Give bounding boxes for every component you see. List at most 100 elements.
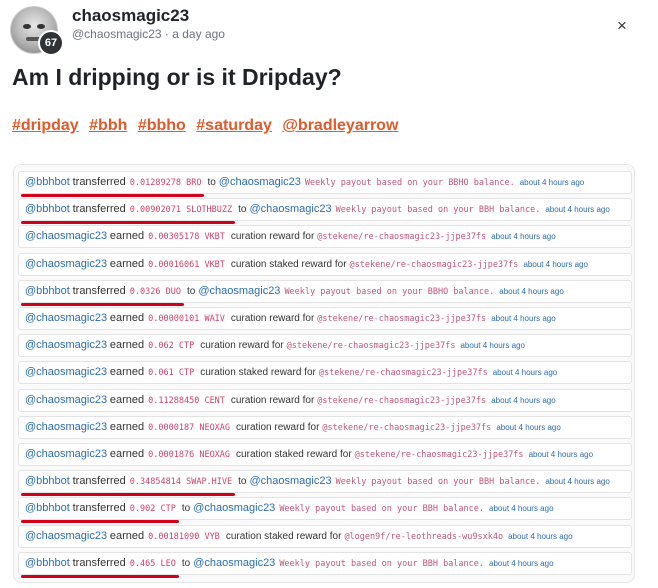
permlink[interactable]: @stekene/re-chaosmagic23-jjpe37fs [349, 259, 519, 270]
tag-link[interactable]: #dripday [12, 117, 79, 134]
transfer-history-panel: @bbhbot transferred 0.01289278 BRO to @chao… [13, 164, 635, 583]
reputation-badge: 67 [38, 30, 64, 56]
post-title: Am I dripping or is it Dripday? [12, 64, 342, 90]
author-username[interactable]: chaosmagic23 [72, 6, 190, 25]
action-verb: transferred [72, 284, 126, 297]
action-verb: earned [109, 393, 145, 406]
amount: 0.34854814 SWAP.HIVE [129, 477, 233, 488]
highlight-underline [21, 221, 236, 225]
post-meta: @chaosmagic23 · a day ago [72, 27, 225, 41]
reward-type: curation reward for [230, 313, 315, 324]
highlight-underline [21, 520, 179, 524]
author-handle[interactable]: @chaosmagic23 [72, 27, 162, 41]
account-link[interactable]: @bbhbot [25, 284, 70, 297]
permlink[interactable]: @stekene/re-chaosmagic23-jjpe37fs [318, 368, 488, 379]
timestamp: about 4 hours ago [519, 178, 585, 187]
transfer-row: @bbhbot transferred 0.34854814 SWAP.HIVE t… [18, 470, 632, 494]
transfer-row: @chaosmagic23 earned 0.062 CTP curation re… [18, 334, 632, 358]
reward-type: curation reward for [236, 421, 320, 433]
reward-type: curation staked reward for [236, 449, 352, 460]
transfer-row: @chaosmagic23 earned 0.00000101 WAIV curat… [18, 307, 632, 330]
account-link[interactable]: @chaosmagic23 [25, 393, 108, 406]
recipient-link[interactable]: @chaosmagic23 [218, 176, 301, 188]
timestamp: about 4 hours ago [491, 232, 556, 242]
timestamp: about 4 hours ago [508, 531, 573, 541]
permlink[interactable]: @stekene/re-chaosmagic23-jjpe37fs [322, 422, 492, 433]
amount: 0.062 CTP [148, 341, 195, 352]
recipient-link[interactable]: @chaosmagic23 [249, 203, 332, 216]
transfer-row: @chaosmagic23 earned 0.11288450 CENT curat… [18, 388, 632, 412]
account-link[interactable]: @chaosmagic23 [25, 529, 108, 542]
action-verb: earned [109, 339, 145, 352]
timestamp: about 4 hours ago [545, 477, 610, 487]
amount: 0.00902071 SLOTHBUZZ [129, 205, 233, 216]
account-link[interactable]: @chaosmagic23 [25, 257, 108, 270]
action-verb: earned [109, 230, 145, 243]
transfer-row: @bbhbot transferred 0.00902071 SLOTHBUZZ t… [18, 198, 632, 222]
memo-text: Weekly payout based on your BBH balance. [335, 477, 541, 488]
permlink[interactable]: @stekene/re-chaosmagic23-jjpe37fs [286, 341, 456, 352]
permlink[interactable]: @logen9f/re-leothreads-wu9sxk4o [344, 531, 504, 542]
permlink[interactable]: @stekene/re-chaosmagic23-jjpe37fs [317, 395, 487, 406]
amount: 0.00181090 VYB [148, 531, 220, 542]
account-link[interactable]: @bbhbot [25, 475, 70, 488]
recipient-link[interactable]: @chaosmagic23 [198, 284, 281, 297]
action-verb: transferred [72, 176, 126, 188]
account-link[interactable]: @bbhbot [25, 203, 70, 216]
permlink[interactable]: @stekene/re-chaosmagic23-jjpe37fs [317, 314, 487, 324]
meta-separator: · [164, 27, 173, 41]
transfer-row: @chaosmagic23 earned 0.00016061 VKBT curat… [18, 252, 632, 276]
close-icon[interactable]: × [617, 16, 627, 35]
transfer-row: @chaosmagic23 earned 0.0000187 NEOXAG cura… [18, 415, 632, 439]
post-time: a day ago [172, 27, 225, 41]
highlight-underline [21, 493, 236, 497]
tag-link[interactable]: #bbho [137, 117, 186, 134]
recipient-link[interactable]: @chaosmagic23 [193, 502, 276, 515]
timestamp: about 4 hours ago [496, 422, 561, 432]
tag-list: #dripday #bbh #bbho #saturday @bradleyar… [12, 117, 404, 135]
timestamp: about 4 hours ago [460, 341, 525, 351]
to-label: to [186, 285, 196, 297]
account-link[interactable]: @chaosmagic23 [25, 448, 108, 460]
account-link[interactable]: @chaosmagic23 [25, 366, 108, 379]
account-link[interactable]: @chaosmagic23 [25, 230, 108, 243]
account-link[interactable]: @bbhbot [25, 502, 70, 515]
account-link[interactable]: @chaosmagic23 [25, 420, 108, 433]
amount: 0.902 CTP [129, 504, 176, 515]
transfer-row: @bbhbot transferred 0.01289278 BRO to @chao… [18, 171, 632, 194]
action-verb: earned [109, 366, 145, 379]
amount: 0.0000187 NEOXAG [148, 422, 231, 433]
account-link[interactable]: @chaosmagic23 [25, 312, 108, 324]
memo-text: Weekly payout based on your BBHO balance… [304, 178, 515, 188]
transfer-row: @chaosmagic23 earned 0.00305178 VKBT curat… [18, 225, 632, 249]
recipient-link[interactable]: @chaosmagic23 [193, 556, 276, 569]
mention-link[interactable]: @bradleyarrow [282, 117, 399, 134]
permlink[interactable]: @stekene/re-chaosmagic23-jjpe37fs [317, 232, 487, 243]
reward-type: curation staked reward for [225, 530, 342, 542]
memo-text: Weekly payout based on your BBH balance. [279, 558, 485, 569]
to-label: to [181, 503, 191, 515]
timestamp: about 4 hours ago [528, 450, 594, 459]
account-link[interactable]: @bbhbot [25, 176, 70, 188]
account-link[interactable]: @chaosmagic23 [25, 339, 108, 352]
action-verb: earned [109, 529, 145, 542]
amount: 0.01289278 BRO [129, 178, 202, 188]
reward-type: curation staked reward for [200, 367, 316, 379]
recipient-link[interactable]: @chaosmagic23 [249, 475, 332, 488]
highlight-underline [21, 574, 179, 578]
tag-link[interactable]: #saturday [196, 117, 272, 134]
tag-link[interactable]: #bbh [89, 117, 128, 134]
amount: 0.061 CTP [148, 368, 195, 379]
action-verb: transferred [72, 203, 126, 216]
amount: 0.465 LEO [129, 558, 176, 569]
amount: 0.0001876 NEOXAG [148, 450, 231, 460]
timestamp: about 4 hours ago [491, 314, 556, 323]
avatar-eye [23, 24, 31, 29]
to-label: to [238, 476, 247, 488]
action-verb: earned [109, 420, 145, 433]
action-verb: earned [109, 312, 145, 324]
permlink[interactable]: @stekene/re-chaosmagic23-jjpe37fs [354, 450, 524, 460]
timestamp: about 4 hours ago [523, 259, 588, 269]
to-label: to [207, 177, 216, 188]
account-link[interactable]: @bbhbot [25, 556, 70, 569]
